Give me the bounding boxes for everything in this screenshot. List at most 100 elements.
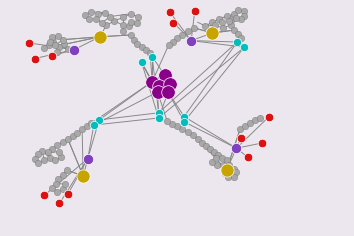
Point xyxy=(80,174,86,178)
Point xyxy=(234,16,239,20)
Point xyxy=(203,144,209,148)
Point xyxy=(26,41,32,45)
Point xyxy=(252,118,258,122)
Point xyxy=(231,175,236,178)
Point xyxy=(41,194,47,197)
Point xyxy=(65,137,71,141)
Point xyxy=(57,45,62,49)
Point xyxy=(86,17,91,21)
Point xyxy=(156,116,161,120)
Point xyxy=(207,147,212,151)
Point xyxy=(162,73,167,77)
Point xyxy=(60,187,66,191)
Point xyxy=(215,153,221,157)
Point xyxy=(55,190,60,194)
Point xyxy=(174,36,180,40)
Point xyxy=(185,29,190,33)
Point xyxy=(170,40,176,44)
Point xyxy=(241,14,246,18)
Point xyxy=(135,15,141,19)
Point xyxy=(112,19,117,23)
Point xyxy=(167,10,173,14)
Point xyxy=(166,43,171,47)
Point xyxy=(57,202,62,205)
Point xyxy=(188,39,194,42)
Point xyxy=(164,119,170,123)
Point xyxy=(45,150,51,154)
Point xyxy=(211,151,217,154)
Point xyxy=(220,163,226,167)
Point xyxy=(181,120,187,124)
Point xyxy=(219,20,225,24)
Point xyxy=(191,26,197,30)
Point xyxy=(174,125,180,128)
Point xyxy=(225,175,231,178)
Point xyxy=(97,35,103,39)
Point xyxy=(91,123,97,127)
Point xyxy=(234,146,239,150)
Point xyxy=(242,125,248,128)
Point xyxy=(84,124,90,128)
Point xyxy=(257,116,263,119)
Point xyxy=(190,133,196,137)
Point xyxy=(147,51,153,55)
Point xyxy=(128,12,134,16)
Point xyxy=(47,156,52,160)
Point xyxy=(247,121,253,125)
Point xyxy=(32,157,38,160)
Point xyxy=(167,82,173,85)
Point xyxy=(60,173,66,177)
Point xyxy=(266,115,272,118)
Point xyxy=(72,48,77,51)
Point xyxy=(245,155,251,159)
Point xyxy=(179,127,185,131)
Point xyxy=(220,26,226,30)
Point xyxy=(231,167,236,170)
Point xyxy=(228,23,234,27)
Point xyxy=(241,9,246,13)
Point xyxy=(102,11,108,15)
Point xyxy=(99,21,105,25)
Point xyxy=(235,8,241,12)
Point xyxy=(70,134,75,138)
Point xyxy=(202,24,208,28)
Point xyxy=(82,13,88,17)
Point xyxy=(210,160,215,164)
Point xyxy=(195,137,200,141)
Point xyxy=(259,141,265,145)
Point xyxy=(156,111,161,115)
Point xyxy=(60,38,66,42)
Point xyxy=(222,171,228,175)
Point xyxy=(50,147,55,151)
Point xyxy=(120,24,126,27)
Point xyxy=(238,17,244,21)
Point xyxy=(47,40,53,44)
Point xyxy=(199,141,205,144)
Point xyxy=(143,48,149,52)
Point xyxy=(169,122,175,126)
Point xyxy=(212,24,218,27)
Point xyxy=(171,21,176,25)
Point xyxy=(32,57,38,60)
Point xyxy=(50,41,56,44)
Point xyxy=(238,36,244,40)
Point xyxy=(65,47,71,51)
Point xyxy=(41,159,47,162)
Point xyxy=(50,35,55,39)
Point xyxy=(60,140,66,143)
Point xyxy=(210,31,215,35)
Point xyxy=(58,155,64,159)
Point xyxy=(88,121,94,125)
Point xyxy=(35,152,40,156)
Point xyxy=(41,46,47,50)
Point xyxy=(155,90,160,94)
Point xyxy=(74,131,80,135)
Point xyxy=(85,157,91,160)
Point xyxy=(224,159,229,162)
Point xyxy=(227,19,232,23)
Point xyxy=(210,20,215,24)
Point xyxy=(128,20,134,24)
Point xyxy=(231,12,236,16)
Point xyxy=(54,50,59,54)
Point xyxy=(149,80,155,84)
